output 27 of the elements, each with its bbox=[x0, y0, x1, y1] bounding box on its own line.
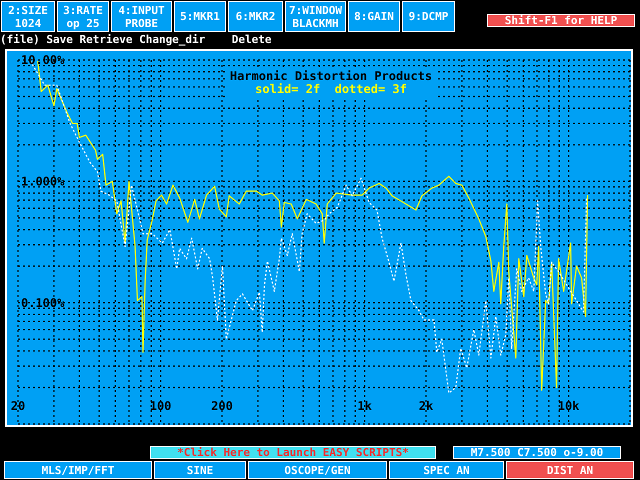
text: Harmonic Distortion Products bbox=[228, 69, 434, 83]
text: DIST AN bbox=[546, 464, 594, 476]
text: 9:DCMP bbox=[408, 10, 448, 23]
x-tick-label: 200 bbox=[211, 399, 233, 413]
text: 3:RATE op 25 bbox=[63, 4, 103, 30]
text: MLS/IMP/FFT bbox=[42, 464, 114, 476]
text: SINE bbox=[186, 464, 214, 476]
y-tick-label: 0.100% bbox=[21, 296, 66, 310]
text: 6:MKR2 bbox=[236, 10, 276, 23]
y-tick-label: 1.000% bbox=[21, 174, 66, 189]
x-tick-label: 1k bbox=[357, 399, 373, 413]
text: (file) Save Retrieve Change_dir Delete bbox=[0, 32, 272, 46]
x-tick-label: 2k bbox=[418, 399, 434, 413]
text: M7.500 C7.500 o-9.00 bbox=[470, 446, 604, 459]
text: *Click Here to Launch EASY SCRIPTS* bbox=[177, 446, 409, 459]
text: 4:INPUT PROBE bbox=[118, 4, 165, 30]
text: solid= 2f dotted= 3f bbox=[254, 82, 408, 96]
text: 5:MKR1 bbox=[180, 10, 220, 23]
text: Shift-F1 for HELP bbox=[504, 14, 618, 27]
text: 8:GAIN bbox=[354, 10, 394, 23]
x-tick-label: 100 bbox=[150, 399, 172, 413]
text: OSCOPE/GEN bbox=[284, 464, 351, 476]
text: 7:WINDOW BLACKMH bbox=[289, 4, 342, 30]
text: SPEC AN bbox=[423, 464, 470, 476]
x-tick-label: 10k bbox=[558, 399, 580, 413]
x-tick-label: 20 bbox=[10, 399, 26, 413]
text: 2:SIZE 1024 bbox=[8, 4, 48, 30]
